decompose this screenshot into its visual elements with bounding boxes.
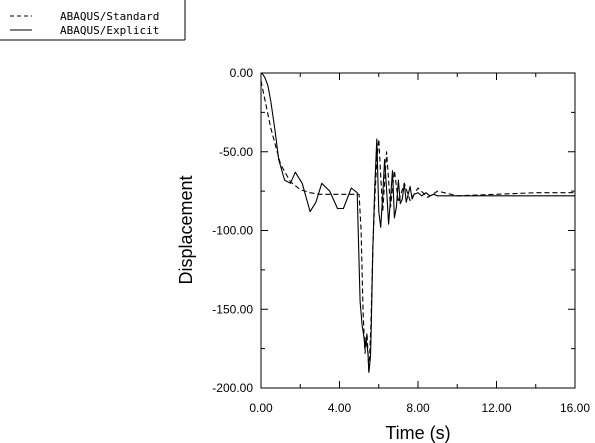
x-tick-label: 16.00 — [560, 401, 590, 415]
x-axis-title: Time (s) — [385, 423, 450, 443]
y-axis-title: Displacement — [176, 175, 196, 284]
legend-label-explicit: ABAQUS/Explicit — [60, 24, 159, 37]
y-tick-label: -150.00 — [212, 302, 253, 316]
series-line-standard — [260, 80, 575, 373]
y-tick-label: 0.00 — [230, 66, 254, 80]
y-tick-label: -50.00 — [219, 145, 253, 159]
x-tick-label: 12.00 — [481, 401, 511, 415]
series-group — [260, 72, 575, 373]
plot-frame — [260, 72, 576, 389]
legend: ABAQUS/Standard ABAQUS/Explicit — [0, 0, 186, 41]
y-tick-label: -100.00 — [212, 224, 253, 238]
x-tick-label: 4.00 — [328, 401, 352, 415]
y-tick-label: -200.00 — [212, 381, 253, 395]
axis-ticks: 0.00 4.00 8.00 12.00 16.00 0.00 -50.00 -100.00 -… — [212, 66, 590, 415]
legend-label-standard: ABAQUS/Standard — [60, 10, 159, 23]
x-tick-label: 8.00 — [406, 401, 430, 415]
series-line-explicit — [260, 72, 575, 373]
x-tick-label: 0.00 — [249, 401, 273, 415]
